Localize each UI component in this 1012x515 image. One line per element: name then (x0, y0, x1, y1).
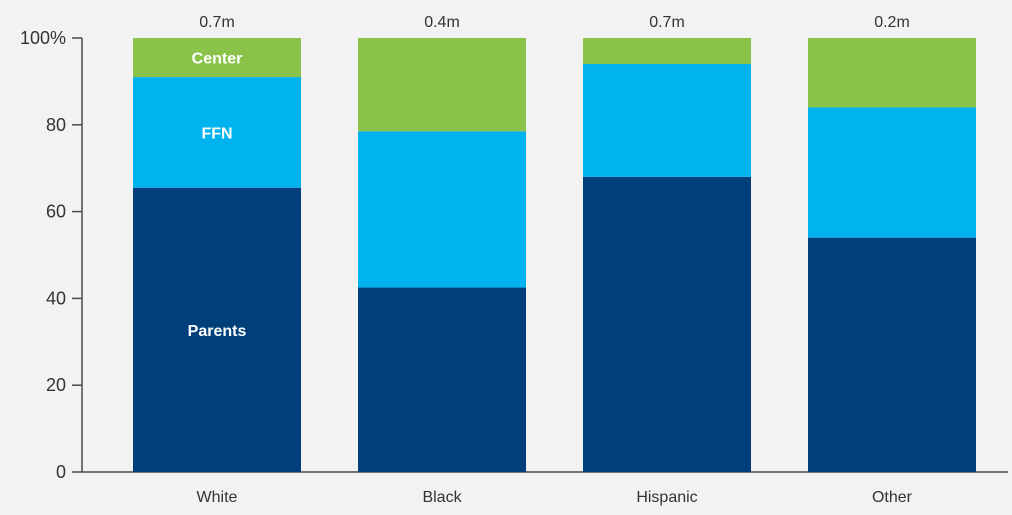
y-tick-label: 20 (46, 375, 66, 395)
y-tick-label: 100% (20, 28, 66, 48)
bar-segment-parents-black (358, 287, 526, 472)
y-tick-label: 60 (46, 202, 66, 222)
bar-total-label-black: 0.4m (424, 14, 460, 31)
bar-segment-ffn-other (808, 107, 976, 238)
bar-segment-center-other (808, 38, 976, 108)
bar-total-label-hispanic: 0.7m (649, 14, 685, 31)
bar-segment-ffn-black (358, 131, 526, 288)
bar-segment-ffn-white (133, 77, 301, 188)
bar-segment-ffn-hispanic (583, 64, 751, 177)
bar-segment-parents-other (808, 237, 976, 472)
bar-segment-parents-hispanic (583, 176, 751, 472)
bar-segment-parents-white (133, 187, 301, 473)
bar-total-label-white: 0.7m (199, 14, 235, 31)
series-label-ffn: FFN (201, 125, 232, 142)
bar-total-label-other: 0.2m (874, 14, 910, 31)
y-tick-label: 0 (56, 462, 66, 482)
bar-segment-center-hispanic (583, 38, 751, 65)
labels-group: Parents FFN Center White 0.7m Black 0.4m Hispan… (188, 14, 913, 506)
y-tick-label: 40 (46, 288, 66, 308)
x-tick-label-other: Other (872, 489, 913, 506)
bars-group (133, 38, 976, 473)
x-tick-label-hispanic: Hispanic (636, 489, 697, 506)
series-label-parents: Parents (188, 323, 247, 340)
bar-segment-center-black (358, 38, 526, 132)
x-tick-label-white: White (197, 489, 238, 506)
bar-segment-center-white (133, 38, 301, 78)
y-ticks-group: 0 20 40 60 80 100% (20, 28, 82, 482)
y-tick-label: 80 (46, 115, 66, 135)
series-label-center: Center (192, 51, 243, 68)
x-tick-label-black: Black (422, 489, 462, 506)
